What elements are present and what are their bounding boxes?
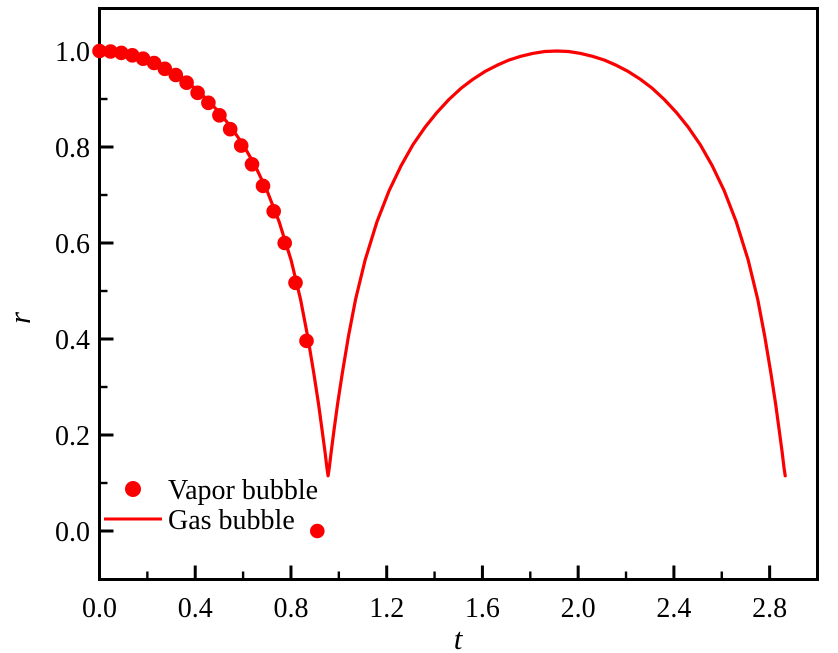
legend-vapor-marker-icon <box>125 481 141 497</box>
x-tick-label: 2.4 <box>656 593 691 624</box>
vapor-bubble-dot <box>114 45 129 61</box>
vapor-bubble-dot <box>266 204 282 219</box>
vapor-bubble-dot <box>255 178 271 194</box>
vapor-bubble-dot <box>103 44 118 59</box>
vapor-bubble-dot <box>201 95 216 111</box>
x-tick-label: 0.4 <box>178 593 213 624</box>
x-tick-label: 0.0 <box>82 593 117 624</box>
vapor-bubble-dot <box>244 157 260 172</box>
vapor-bubble-dot <box>277 235 293 251</box>
x-axis-title: t <box>454 621 464 653</box>
y-axis-title: r <box>2 311 37 324</box>
y-axis-ticks <box>100 49 114 533</box>
legend: Vapor bubble Gas bubble <box>104 475 318 536</box>
y-tick-label: 0.2 <box>55 421 90 452</box>
vapor-bubble-dot <box>168 67 184 83</box>
vapor-bubble-dot <box>135 51 151 66</box>
x-axis-ticks <box>98 565 772 579</box>
vapor-bubble-dot <box>92 43 107 59</box>
y-tick-label: 0.8 <box>55 133 90 164</box>
vapor-bubble-dot <box>212 108 227 123</box>
y-axis-tick-labels: 0.0 0.2 0.4 0.6 0.8 1.0 <box>55 37 90 548</box>
y-tick-label: 0.6 <box>55 229 90 260</box>
vapor-bubble-dot <box>146 55 162 71</box>
vapor-bubble-dot <box>157 61 173 77</box>
legend-vapor-label: Vapor bubble <box>168 475 318 506</box>
gas-bubble-line <box>97 49 787 478</box>
x-axis-tick-labels: 0.0 0.4 0.8 1.2 1.6 2.0 2.4 2.8 <box>82 593 787 624</box>
x-tick-label: 1.2 <box>369 593 404 624</box>
vapor-bubble-dot <box>190 85 205 101</box>
x-tick-label: 2.8 <box>752 593 787 624</box>
plot-frame <box>98 7 819 581</box>
vapor-bubble-dot <box>233 138 249 153</box>
y-tick-label: 0.4 <box>55 325 90 356</box>
legend-gas-label: Gas bubble <box>168 505 295 536</box>
vapor-bubble-dots <box>92 43 325 539</box>
x-tick-label: 2.0 <box>561 593 596 624</box>
y-tick-label: 0.0 <box>55 517 90 548</box>
vapor-bubble-dot <box>179 75 194 90</box>
y-tick-label: 1.0 <box>55 37 90 68</box>
vapor-bubble-dot <box>288 275 303 291</box>
vapor-bubble-dot <box>310 523 325 539</box>
x-tick-label: 1.6 <box>465 593 500 624</box>
x-tick-label: 0.8 <box>273 593 308 624</box>
vapor-bubble-dot <box>299 333 314 349</box>
vapor-bubble-dot <box>222 121 238 137</box>
